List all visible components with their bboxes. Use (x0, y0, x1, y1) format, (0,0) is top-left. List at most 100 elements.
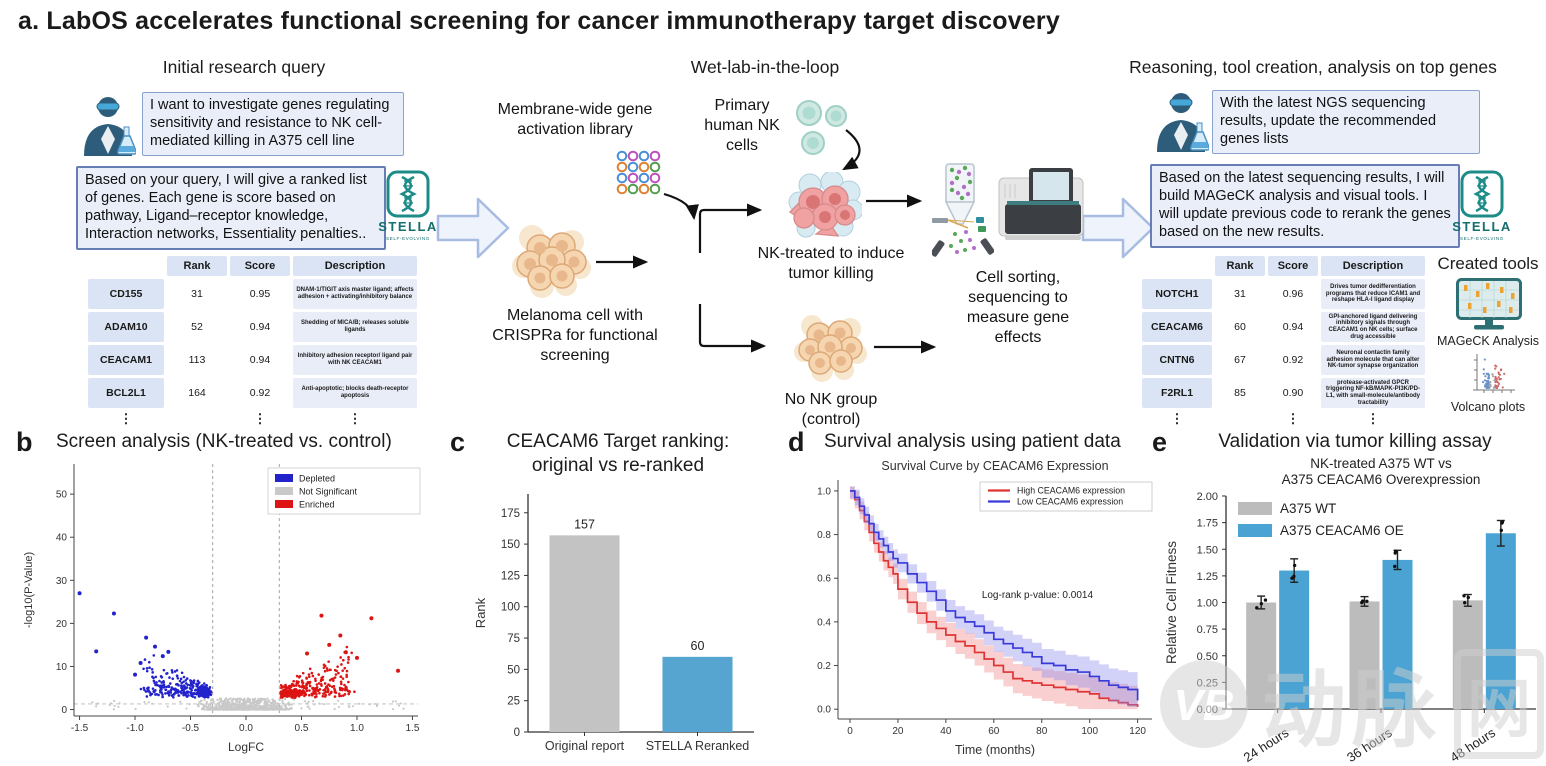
svg-text:40: 40 (56, 533, 68, 544)
svg-text:Not Significant: Not Significant (299, 487, 358, 497)
arrow-nk-cells-to-cluster (842, 129, 861, 171)
svg-text:0: 0 (514, 727, 520, 739)
svg-text:Relative Cell Fitness: Relative Cell Fitness (1164, 541, 1179, 664)
svg-text:NK-treated A375 WT vs: NK-treated A375 WT vs (1310, 456, 1452, 471)
table-cell: CNTN6 (1142, 345, 1212, 375)
svg-text:A375 CEACAM6 OE: A375 CEACAM6 OE (1280, 523, 1404, 538)
svg-text:1.25: 1.25 (1197, 571, 1218, 583)
figure-title: a. LabOS accelerates functional screenin… (18, 7, 1060, 35)
arrow-branch-to-control (698, 304, 767, 353)
svg-text:Time (months): Time (months) (955, 743, 1035, 757)
svg-text:Original report: Original report (545, 739, 625, 753)
panel-e-title: Validation via tumor killing assay (1218, 431, 1492, 452)
table-cell: DNAM-1/TIGIT axis master ligand; affects… (293, 279, 417, 309)
flow-arrows (436, 129, 1155, 354)
tool-label-magek: MAGeCK Analysis (1436, 334, 1540, 348)
svg-text:Low CEACAM6 expression: Low CEACAM6 expression (1017, 497, 1123, 507)
table-cell: 0.90 (1268, 378, 1318, 408)
panel-c-letter: c (450, 427, 466, 457)
label-melanoma: Melanoma cell with CRISPRa for functiona… (492, 307, 658, 364)
svg-text:48 hours: 48 hours (1447, 725, 1498, 763)
table-cell: 85 (1215, 378, 1265, 408)
svg-text:80: 80 (1036, 726, 1048, 737)
svg-text:0.50: 0.50 (1197, 651, 1218, 663)
label-nk-treated: NK-treated to induce tumor killing (757, 245, 905, 282)
table-cell: Neuronal contactin family adhesion molec… (1321, 345, 1425, 375)
svg-text:Depleted: Depleted (299, 474, 335, 484)
svg-text:0.4: 0.4 (817, 617, 831, 628)
table-cell: 0.96 (1268, 279, 1318, 309)
rank-bar-chart: 0 25 50 75 100 125 150 175 Rank 157 Original repor… (473, 494, 754, 753)
svg-text:50: 50 (507, 664, 520, 676)
panel-e-letter: e (1152, 427, 1168, 457)
svg-text:0.25: 0.25 (1197, 677, 1218, 689)
stella-wordmark: STELLA (378, 219, 438, 234)
table-cell: Inhibitory adhesion receptor/ ligand pai… (293, 345, 417, 375)
tool-label-volcano: Volcano plots (1450, 400, 1526, 414)
table-cell: 60 (1215, 312, 1265, 342)
svg-text:60: 60 (691, 639, 705, 653)
svg-text:0.00: 0.00 (1197, 704, 1218, 716)
table-cell: 52 (167, 312, 227, 342)
table-cell: ADAM10 (88, 312, 164, 342)
table-cell: ⋮ (1170, 411, 1184, 426)
stella-logo: STELLA SELF-EVOLVING (378, 170, 438, 241)
gene-library-grid-icon (616, 150, 661, 195)
stella-wordmark: STELLA (1452, 219, 1512, 234)
svg-text:0: 0 (61, 705, 67, 716)
table-cell: 31 (167, 279, 227, 309)
table-cell: ⋮ (1366, 411, 1380, 426)
svg-text:-1.0: -1.0 (126, 723, 144, 734)
table-cell: 0.94 (1268, 312, 1318, 342)
label-library: Membrane-wide gene activation library (497, 101, 653, 138)
svg-text:120: 120 (1129, 726, 1146, 737)
svg-text:20: 20 (892, 726, 904, 737)
svg-text:175: 175 (501, 508, 520, 520)
table-cell: NOTCH1 (1142, 279, 1212, 309)
table-cell: 0.95 (230, 279, 290, 309)
svg-text:125: 125 (501, 570, 520, 582)
svg-text:60: 60 (988, 726, 1000, 737)
svg-text:0.6: 0.6 (817, 574, 831, 585)
svg-text:Survival Curve by CEACAM6 Expr: Survival Curve by CEACAM6 Expression (881, 459, 1108, 473)
agent-response-bubble: Based on the latest sequencing results, … (1150, 164, 1460, 248)
table-cell: 0.92 (230, 378, 290, 408)
svg-text:75: 75 (507, 633, 520, 645)
svg-text:-1.5: -1.5 (71, 723, 89, 734)
block-arrow-right (1081, 197, 1155, 259)
stella-logo: STELLA SELF-EVOLVING (1452, 170, 1512, 241)
svg-text:LogFC: LogFC (228, 740, 264, 754)
svg-text:Log-rank p-value: 0.0014: Log-rank p-value: 0.0014 (982, 590, 1094, 601)
table-cell (167, 411, 227, 427)
stella-tagline: SELF-EVOLVING (386, 236, 430, 241)
panel-d-title: Survival analysis using patient data (824, 431, 1121, 452)
table-cell: 113 (167, 345, 227, 375)
table-cell: ⋮ (119, 411, 133, 426)
table-cell: 0.94 (230, 345, 290, 375)
table-cell: Drives tumor dedifferentiation programs … (1321, 279, 1425, 309)
svg-text:STELLA Reranked: STELLA Reranked (646, 739, 750, 753)
table-cell: Description (1321, 256, 1425, 276)
arrow-library-to-branch (663, 192, 699, 221)
table-cell: BCL2L1 (88, 378, 164, 408)
svg-text:1.50: 1.50 (1197, 544, 1218, 556)
svg-text:1.5: 1.5 (405, 723, 419, 734)
label-sorting: Cell sorting, sequencing to measure gene… (966, 269, 1070, 346)
svg-text:157: 157 (574, 517, 595, 531)
user-query-bubble: With the latest NGS sequencing results, … (1212, 90, 1480, 154)
svg-text:0.8: 0.8 (817, 530, 831, 541)
control-cell-cluster (794, 315, 867, 382)
ranked-genes-table-reranked: Rank Score Description NOTCH1 31 0.96 Drives t… (1142, 256, 1425, 427)
svg-text:2.00: 2.00 (1197, 491, 1218, 503)
svg-text:0.5: 0.5 (295, 723, 309, 734)
table-cell: 0.92 (1268, 345, 1318, 375)
table-cell: 0.94 (230, 312, 290, 342)
svg-text:10: 10 (56, 662, 68, 673)
svg-text:Rank: Rank (473, 597, 488, 628)
table-cell: 67 (1215, 345, 1265, 375)
volcano-chart: 0 10 20 30 40 50 -1.5 -1.0 -0.5 0.0 0.5 1.0 1.5 -log1… (23, 464, 421, 754)
svg-text:0.75: 0.75 (1197, 624, 1218, 636)
table-cell: Description (293, 256, 417, 276)
table-cell: CEACAM1 (88, 345, 164, 375)
svg-text:-log10(P-Value): -log10(P-Value) (23, 552, 35, 628)
